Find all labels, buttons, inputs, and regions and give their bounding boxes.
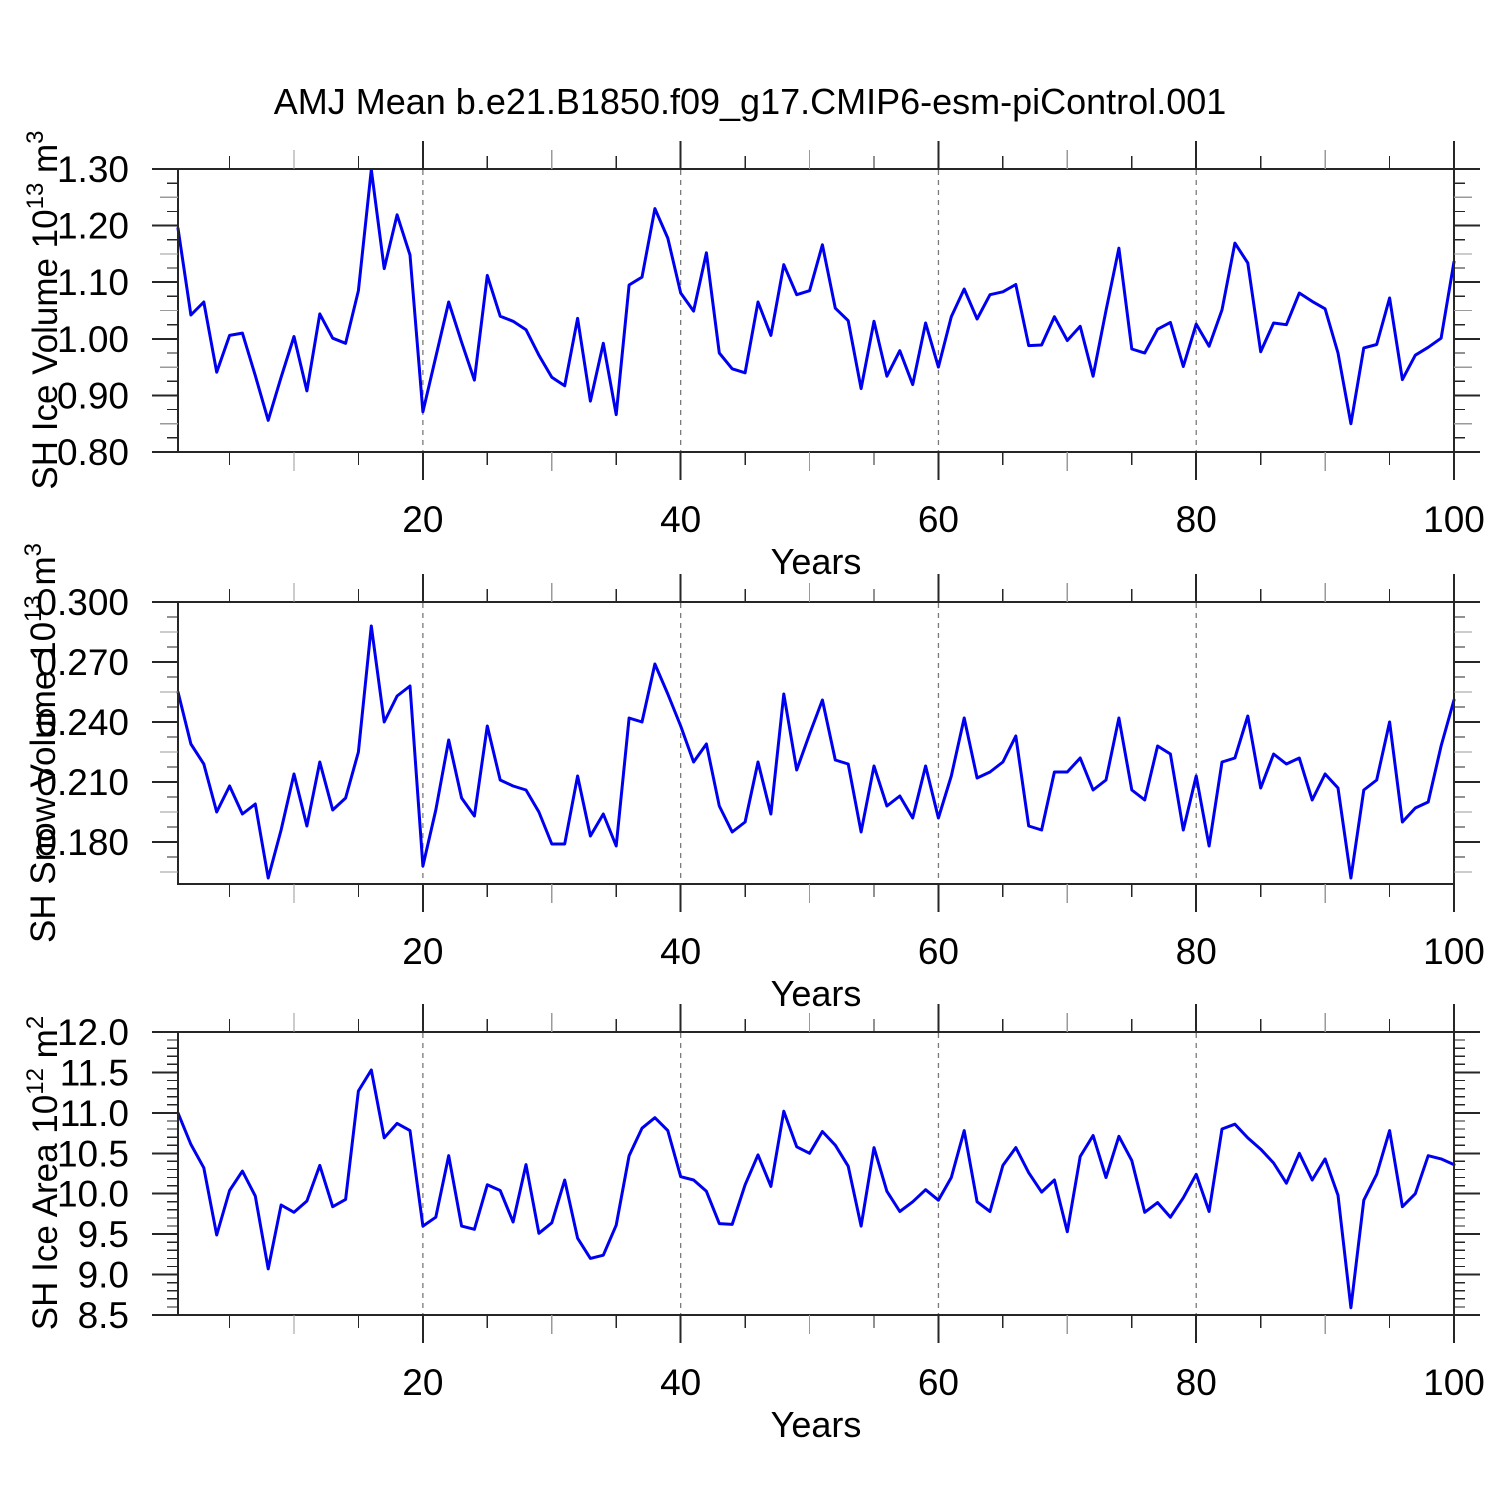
panel-2: 0.180 0.210 0.240 0.270 0.300 20 40 60 80 100 [36,574,1485,972]
tick-label: 20 [402,499,443,540]
tick-label: 10.5 [57,1133,129,1174]
tick-label: 8.5 [78,1295,129,1336]
tick-label: 1.00 [57,319,129,360]
data-line [176,624,1456,880]
y-axis-unit: m [26,143,65,183]
panel-3: 8.59.09.510.010.511.011.512.0 20 40 60 80 100 [57,1004,1485,1403]
ticks [152,574,1480,912]
x-axis-title-panel-1: Years [770,541,862,582]
y-axis-title-text: SH Ice Area 10 [26,1094,65,1331]
unit-superscript: 3 [22,130,49,144]
tick-label: 100 [1423,1362,1485,1403]
ticks [152,1004,1480,1343]
tick-label: 0.80 [57,432,129,473]
exponent-superscript: 13 [20,595,47,622]
tick-label: 0.90 [57,375,129,416]
tick-label: 1.20 [57,206,129,247]
grid-lines [422,1033,1197,1314]
x-axis-title-panel-3: Years [770,1404,862,1445]
panel-1: 0.80 0.90 1.00 1.10 1.20 1.30 20 40 60 80 100 [57,141,1485,540]
tick-label: 0.210 [36,762,129,803]
tick-label: 80 [1176,931,1217,972]
tick-label: 100 [1423,931,1485,972]
plot-box [177,1031,1455,1316]
plot-box [177,601,1455,885]
tick-label: 1.10 [57,262,129,303]
exponent-superscript: 12 [22,1068,49,1095]
grid-lines [422,170,1197,451]
tick-label: 80 [1176,1362,1217,1403]
figure-title: AMJ Mean b.e21.B1850.f09_g17.CMIP6-esm-p… [273,81,1227,122]
tick-label: 40 [660,499,701,540]
tick-label: 40 [660,1362,701,1403]
tick-label: 60 [918,499,959,540]
unit-superscript: 3 [20,543,47,557]
tick-label: 12.0 [57,1012,129,1053]
tick-label: 60 [918,1362,959,1403]
y-axis-unit: m [24,556,63,596]
tick-label: 0.270 [36,642,129,683]
tick-label: 9.5 [78,1214,129,1255]
grid-lines [422,603,1197,883]
tick-label: 80 [1176,499,1217,540]
tick-label: 10.0 [57,1174,129,1215]
tick-label: 9.0 [78,1255,129,1296]
tick-label: 100 [1423,499,1485,540]
plot-box [177,168,1455,453]
tick-label: 11.0 [60,1093,129,1134]
tick-label: 20 [402,931,443,972]
y-axis-title-ice-area: SH Ice Area 1012 m2 [13,823,65,1500]
tick-label: 0.300 [36,582,129,623]
tick-label: 1.30 [57,149,129,190]
y-axis-unit: m [26,1029,65,1069]
tick-label: 0.240 [36,702,129,743]
unit-superscript: 2 [22,1015,49,1030]
tick-label: 0.180 [36,822,129,863]
exponent-superscript: 13 [22,182,49,210]
ticks [152,141,1480,480]
tick-label: 60 [918,931,959,972]
tick-label: 11.5 [60,1052,129,1093]
data-line [176,1068,1456,1310]
tick-label: 40 [660,931,701,972]
x-axis-title-panel-2: Years [770,973,862,1014]
data-line [176,168,1456,426]
tick-label: 20 [402,1362,443,1403]
